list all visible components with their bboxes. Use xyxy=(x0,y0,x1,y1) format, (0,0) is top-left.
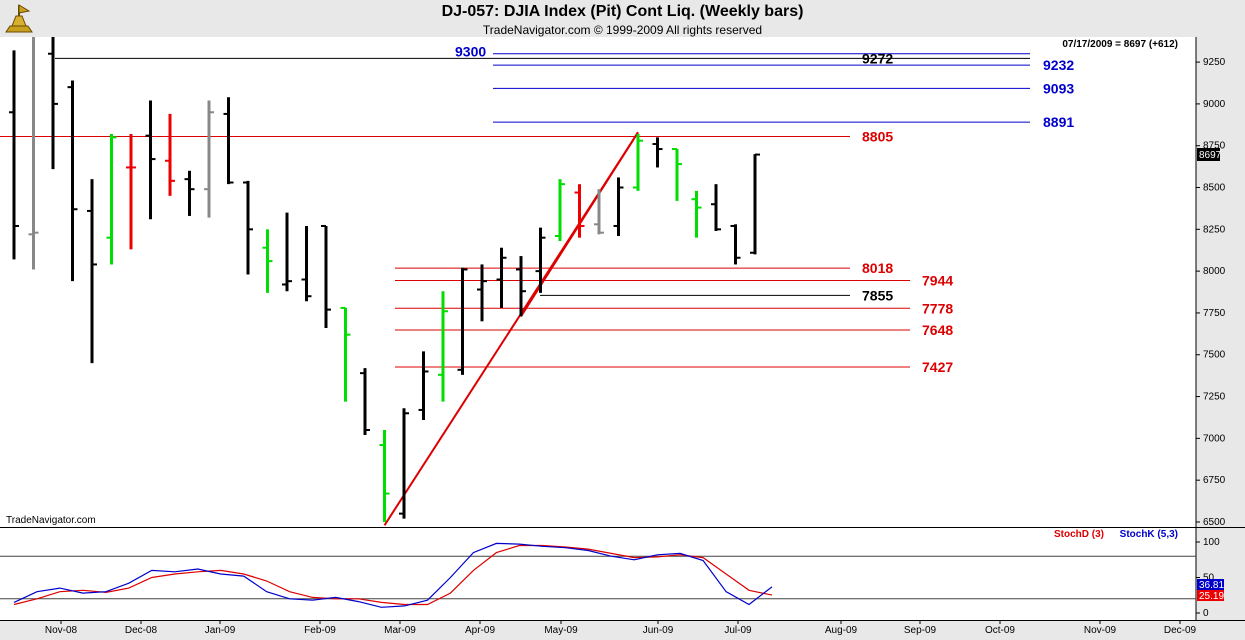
ohlc-bar xyxy=(516,256,526,317)
x-axis-label: Jul-09 xyxy=(724,625,752,636)
ohlc-bar xyxy=(223,97,234,185)
x-axis-label: Sep-09 xyxy=(904,625,937,636)
stoch-k-line xyxy=(13,542,773,608)
price-axis-label: 8000 xyxy=(1203,266,1226,277)
level-label-7944: 7944 xyxy=(922,272,953,288)
ohlc-bar xyxy=(672,148,682,201)
ohlc-bar xyxy=(126,133,136,250)
watermark: TradeNavigator.com xyxy=(6,515,96,526)
ohlc-bar xyxy=(574,184,585,238)
price-axis-label: 9250 xyxy=(1203,57,1226,68)
x-axis-label: Feb-09 xyxy=(304,625,336,636)
chart-title: DJ-057: DJIA Index (Pit) Cont Liq. (Week… xyxy=(441,3,804,20)
trade-navigator-logo-icon xyxy=(5,4,33,33)
price-axis-label: 7750 xyxy=(1203,308,1226,319)
price-panel xyxy=(0,37,1196,527)
price-axis-label: 8750 xyxy=(1203,141,1226,152)
ohlc-bar xyxy=(399,408,409,519)
ohlc-bar xyxy=(87,179,97,364)
ohlc-bar xyxy=(48,37,58,170)
ohlc-bar xyxy=(28,37,39,270)
stoch-axis-label: 0 xyxy=(1203,608,1209,619)
ohlc-bar xyxy=(67,80,78,282)
ohlc-bar xyxy=(418,351,429,420)
level-label-9093: 9093 xyxy=(1043,80,1074,96)
x-axis-label: Apr-09 xyxy=(465,625,495,636)
price-axis-label: 7500 xyxy=(1203,350,1226,361)
level-label-9232: 9232 xyxy=(1043,57,1074,73)
ohlc-bar xyxy=(613,177,624,237)
x-axis-label: Jun-09 xyxy=(643,625,674,636)
ohlc-bar xyxy=(555,179,565,242)
price-axis-label: 6750 xyxy=(1203,475,1226,486)
ohlc-bar xyxy=(262,229,273,293)
stoch-axis-label: 50 xyxy=(1203,573,1215,584)
ohlc-bar xyxy=(243,180,253,275)
x-axis-label: Nov-09 xyxy=(1084,625,1117,636)
price-axis-label: 7250 xyxy=(1203,392,1226,403)
stoch-d-legend: StochD (3) xyxy=(1054,529,1104,540)
ohlc-bar xyxy=(204,100,214,218)
price-axis-label: 9000 xyxy=(1203,99,1226,110)
stochastic-panel xyxy=(0,528,1196,620)
ohlc-bar xyxy=(691,190,702,238)
level-label-7778: 7778 xyxy=(922,300,953,316)
ohlc-bar xyxy=(594,189,604,235)
x-axis-label: Dec-08 xyxy=(125,625,158,636)
stoch-k-legend: StochK (5,3) xyxy=(1120,529,1178,540)
ohlc-bar xyxy=(457,267,468,375)
ohlc-bar xyxy=(750,153,760,255)
price-axis-label: 8500 xyxy=(1203,183,1226,194)
ohlc-bar xyxy=(730,224,741,265)
x-axis-label: Nov-08 xyxy=(45,625,78,636)
level-label-9272: 9272 xyxy=(862,50,893,66)
last-price-label: 8697 xyxy=(1199,150,1222,161)
ohlc-bar xyxy=(282,212,292,292)
chart-subtitle: TradeNavigator.com © 1999-2009 All right… xyxy=(482,23,763,37)
level-label-7648: 7648 xyxy=(922,322,953,338)
ohlc-bar xyxy=(9,50,19,260)
ohlc-bar xyxy=(633,133,643,191)
ohlc-bar xyxy=(184,170,195,216)
ohlc-bar xyxy=(477,264,487,322)
ohlc-bar xyxy=(652,137,663,168)
level-label-8805: 8805 xyxy=(862,129,893,145)
x-axis-label: Jan-09 xyxy=(205,625,236,636)
level-label-8018: 8018 xyxy=(862,260,893,276)
ohlc-bar xyxy=(340,306,351,402)
level-label-7427: 7427 xyxy=(922,359,953,375)
level-label-9300: 9300 xyxy=(455,44,486,60)
ohlc-bar xyxy=(379,430,390,522)
ohlc-bar xyxy=(145,100,156,220)
x-axis-label: Aug-09 xyxy=(825,625,858,636)
price-axis-label: 6500 xyxy=(1203,517,1226,528)
x-axis-label: Oct-09 xyxy=(985,625,1015,636)
stoch-d-last-label: 25.19 xyxy=(1199,591,1224,602)
ohlc-bar xyxy=(321,224,331,328)
ohlc-bar xyxy=(535,227,546,293)
ohlc-bar xyxy=(438,291,448,402)
ohlc-bar xyxy=(301,225,312,302)
ohlc-bar xyxy=(106,133,117,265)
ohlc-bar xyxy=(711,184,721,231)
stoch-axis-label: 100 xyxy=(1203,537,1220,548)
ohlc-bar xyxy=(165,113,175,196)
x-axis-label: Mar-09 xyxy=(384,625,416,636)
info-readout: 07/17/2009 = 8697 (+612) xyxy=(1062,39,1178,50)
level-label-7855: 7855 xyxy=(862,287,893,303)
ohlc-bar xyxy=(360,368,370,436)
x-axis-label: May-09 xyxy=(544,625,578,636)
x-axis-label: Dec-09 xyxy=(1164,625,1197,636)
ohlc-bar xyxy=(496,247,507,308)
price-axis-label: 8250 xyxy=(1203,224,1226,235)
price-axis-label: 7000 xyxy=(1203,433,1226,444)
level-label-8891: 8891 xyxy=(1043,114,1074,130)
stoch-k-last-label: 36.81 xyxy=(1199,580,1224,591)
